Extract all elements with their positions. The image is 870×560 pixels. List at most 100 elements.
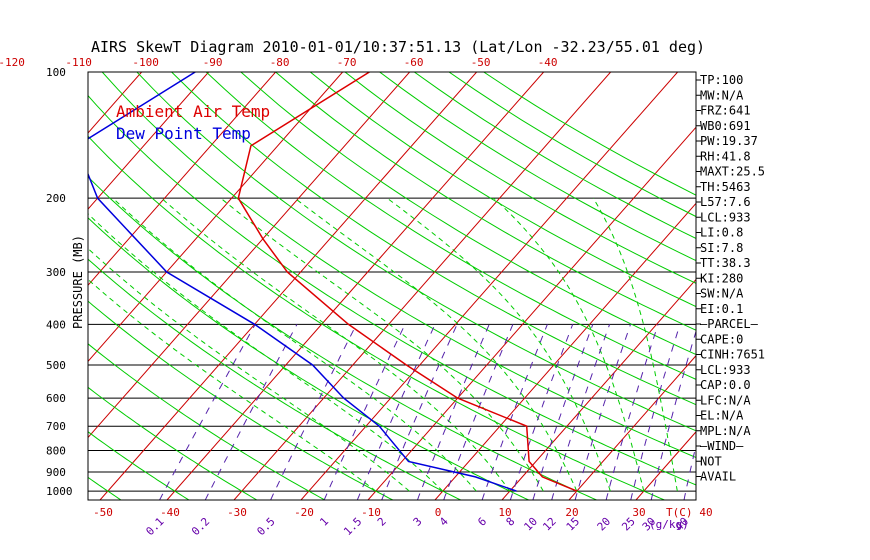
index-item-5: RH:41.8 (700, 149, 751, 163)
moist-adiabat-25 (386, 197, 611, 492)
mixing-ratio-4 (443, 324, 514, 500)
bottom-tick--30: -30 (227, 506, 247, 519)
isotherm--90 (88, 72, 210, 210)
bottom-tick--20: -20 (294, 506, 314, 519)
index-item-12: TT:38.3 (700, 256, 751, 270)
pressure-label-200: 200 (46, 192, 66, 205)
pressure-label-1000: 1000 (46, 485, 73, 498)
index-item-21: LFC:N/A (700, 393, 751, 407)
temp-unit-label: T(C) (666, 506, 693, 519)
top-tick--70: -70 (337, 56, 357, 69)
top-tick--100: -100 (132, 56, 159, 69)
isotherm--50 (99, 72, 478, 500)
index-item-25: NOT (700, 454, 722, 468)
bottom-temp-tick-labels: -50 -40 -30 -20 -10 0 10 20 30 40 (93, 506, 713, 519)
isotherm-0 (434, 202, 696, 500)
pressure-label-600: 600 (46, 392, 66, 405)
mr-tick-3: 3 (411, 515, 425, 529)
mixing-ratio-1.5 (356, 324, 436, 500)
mixing-ratio-10 (532, 324, 594, 500)
index-item-4: PW:19.37 (700, 134, 758, 148)
isotherm--70 (88, 72, 344, 363)
mixing-ratio-30 (650, 329, 696, 500)
air-temp-line (237, 72, 578, 492)
mr-tick-0.5: 0.5 (254, 515, 277, 538)
bottom-tick-20: 20 (565, 506, 578, 519)
dry-adiabat-130 (379, 72, 696, 262)
index-item-6: MAXT:25.5 (700, 165, 765, 179)
moist-adiabat-10 (161, 197, 511, 492)
isotherm--30 (233, 72, 612, 500)
mixing-ratio-15 (574, 324, 631, 500)
pressure-label-700: 700 (46, 420, 66, 433)
top-tick--60: -60 (404, 56, 424, 69)
top-tick--90: -90 (203, 56, 223, 69)
mixing-ratio-3 (416, 324, 490, 500)
index-item-13: KI:280 (700, 271, 743, 285)
mixing-ratio-40 (683, 443, 696, 500)
mixing-ratio-12 (551, 324, 611, 500)
mixing-ratio-20 (605, 324, 659, 500)
dry-adiabat-20 (88, 176, 597, 500)
y-axis-label: PRESSURE (MB) (71, 235, 85, 329)
legend-dew-point: Dew Point Temp (116, 124, 251, 143)
index-item-2: FRZ:641 (700, 104, 751, 118)
moist-adiabat-35 (592, 197, 678, 492)
mixing-ratio-2 (381, 324, 458, 500)
index-item-24: –WIND– (700, 439, 744, 453)
dry-adiabat--20 (88, 343, 326, 500)
mixing-ratio-lines (159, 324, 696, 500)
moist-adiabat-lines (88, 197, 678, 492)
mixing-ratio-1 (323, 324, 406, 500)
index-item-7: TH:5463 (700, 180, 751, 194)
dry-adiabat-0 (88, 258, 461, 500)
dry-adiabat-60 (136, 72, 696, 432)
index-item-9: LCL:933 (700, 210, 751, 224)
plot-frame (87, 71, 697, 501)
pressure-tick-labels: 100 200 300 400 500 600 700 800 900 1000 (46, 66, 73, 498)
mixing-ratio-0.2 (204, 324, 298, 500)
bottom-tick-10: 10 (498, 506, 511, 519)
mr-tick-4: 4 (437, 515, 451, 529)
index-item-11: SI:7.8 (700, 241, 743, 255)
moist-adiabat-20 (294, 197, 578, 492)
bottom-tick-0: 0 (435, 506, 442, 519)
mixing-ratio-6 (481, 324, 548, 500)
index-item-20: CAP:0.0 (700, 378, 751, 392)
index-item-1: MW:N/A (700, 88, 744, 102)
isotherm-20 (568, 354, 696, 500)
dry-adiabat-80 (205, 72, 696, 380)
index-item-22: EL:N/A (700, 409, 744, 423)
index-item-18: CINH:7651 (700, 348, 765, 362)
dry-adiabat-100 (275, 72, 696, 331)
mixing-ratio-0.5 (270, 324, 357, 500)
dry-adiabat--60 (0, 72, 53, 500)
dry-adiabat-10 (88, 217, 529, 500)
moist-adiabat--5 (88, 247, 410, 492)
dry-adiabat-120 (344, 72, 696, 284)
dry-adiabat-50 (101, 72, 696, 459)
moist-adiabat-5 (112, 197, 477, 492)
pressure-label-800: 800 (46, 445, 66, 458)
dry-adiabat-40 (88, 94, 696, 486)
top-tick--80: -80 (270, 56, 290, 69)
index-item-17: CAPE:0 (700, 332, 743, 346)
pressure-label-900: 900 (46, 466, 66, 479)
mr-tick-1: 1 (317, 515, 331, 529)
mr-tick-10: 10 (521, 515, 540, 534)
top-tick--50: -50 (471, 56, 491, 69)
isotherm--60 (88, 72, 411, 439)
dry-adiabat-160 (483, 72, 696, 196)
bottom-tick-40: 40 (699, 506, 712, 519)
mr-tick-2: 2 (375, 515, 389, 529)
mr-tick-0.2: 0.2 (189, 515, 212, 538)
pressure-label-400: 400 (46, 318, 66, 331)
dry-adiabat-140 (414, 72, 696, 239)
top-tick--110: -110 (65, 56, 92, 69)
dry-adiabat-90 (240, 72, 696, 356)
isotherm--120 (0, 72, 8, 500)
pressure-label-500: 500 (46, 359, 66, 372)
mixing-ratio-unit-label: (g/kg) (649, 518, 689, 531)
